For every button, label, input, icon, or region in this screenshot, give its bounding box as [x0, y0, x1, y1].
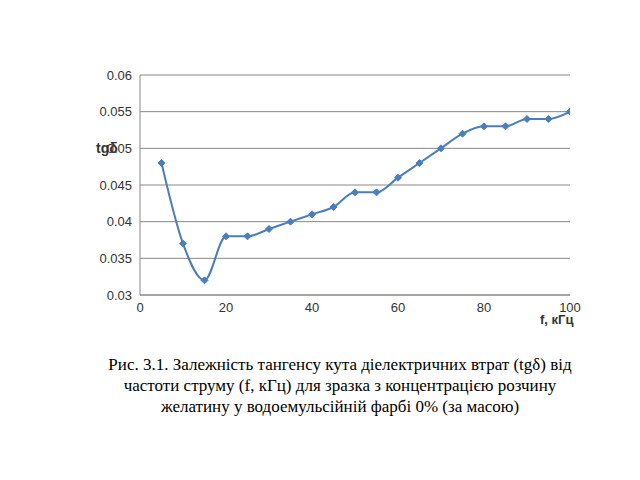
svg-text:20: 20 — [219, 300, 233, 315]
svg-text:0.06: 0.06 — [107, 68, 132, 83]
svg-text:80: 80 — [477, 300, 491, 315]
svg-text:40: 40 — [305, 300, 319, 315]
svg-text:0.04: 0.04 — [107, 214, 132, 229]
svg-text:0.045: 0.045 — [99, 178, 132, 193]
svg-text:0.035: 0.035 — [99, 251, 132, 266]
svg-text:60: 60 — [391, 300, 405, 315]
svg-text:0.055: 0.055 — [99, 104, 132, 119]
svg-text:0: 0 — [136, 300, 143, 315]
svg-text:0.03: 0.03 — [107, 288, 132, 303]
